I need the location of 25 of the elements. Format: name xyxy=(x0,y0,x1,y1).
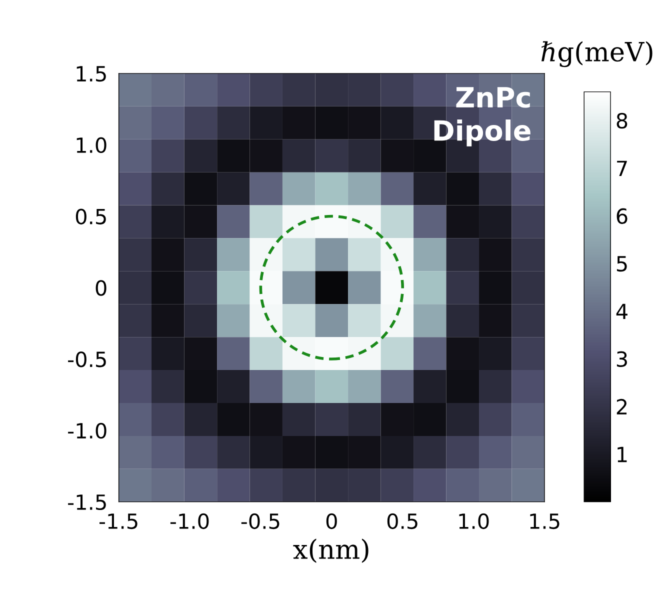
x-tick-label: -0.5 xyxy=(241,513,280,530)
color-bar-label: 8 xyxy=(616,112,628,129)
x-tick-label: 0 xyxy=(326,513,337,530)
x-tick-label: 1.0 xyxy=(459,513,489,530)
y-tick-label: -0.5 xyxy=(68,351,106,368)
y-tick-label: 0 xyxy=(96,280,106,296)
y-tick-label: -1.0 xyxy=(68,422,106,439)
color-bar-title: ℏg(meV) xyxy=(541,41,652,68)
color-bar-label: 4 xyxy=(616,304,628,320)
color-bar-label: 5 xyxy=(616,256,627,272)
y-tick-label: 0.5 xyxy=(76,208,106,224)
y-tick-label: -1.5 xyxy=(68,494,106,510)
y-tick-label: 1.0 xyxy=(76,137,106,154)
color-bar-label: 2 xyxy=(616,398,627,414)
color-bar-label: 3 xyxy=(616,351,627,368)
x-tick-label: 0.5 xyxy=(387,513,418,530)
color-bar-label: 7 xyxy=(617,160,627,176)
color-bar-label: 1 xyxy=(618,446,627,462)
x-tick-label: 1.5 xyxy=(530,514,560,530)
y-tick-label: 1.5 xyxy=(76,66,106,82)
annotation: ZnPc Dipole xyxy=(434,87,530,146)
x-tick-label: -1.5 xyxy=(99,514,138,530)
x-tick-label: -1.0 xyxy=(170,513,209,530)
color-bar-label: 6 xyxy=(616,208,628,224)
x-axis-title: x(nm) xyxy=(293,538,368,563)
